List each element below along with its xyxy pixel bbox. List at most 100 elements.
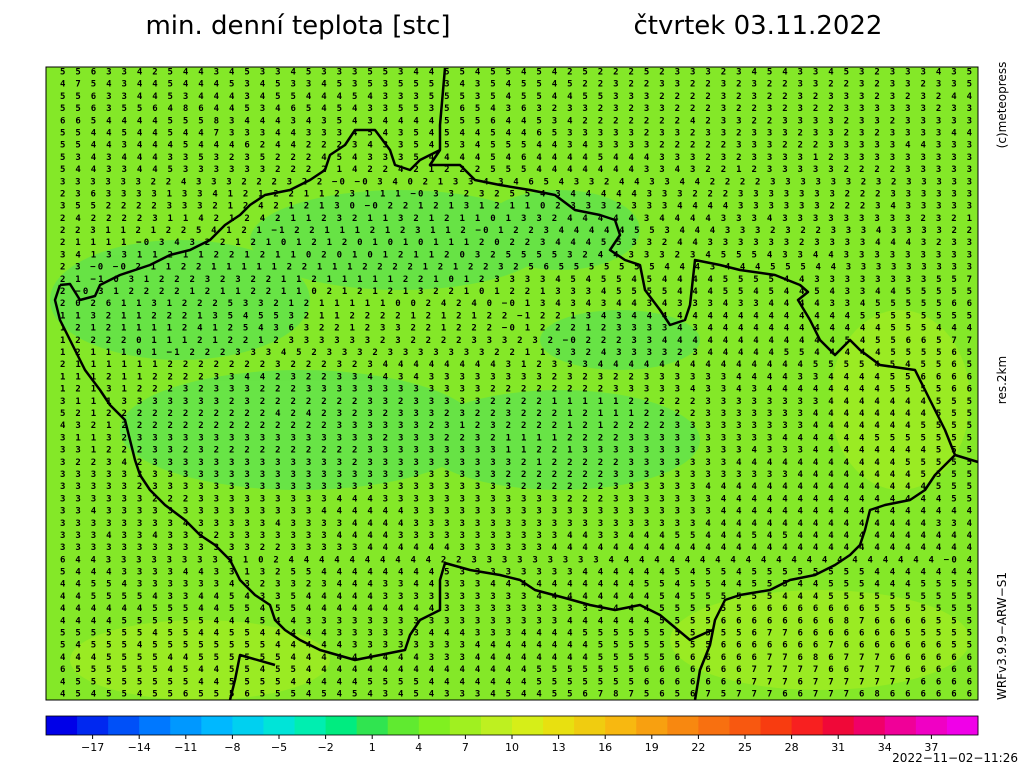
colorbar-tick-label: −11 [174, 741, 197, 754]
colorbar-tick-label: 19 [645, 741, 659, 754]
grid-row: 5 5 5 5 5 5 4 5 5 4 4 5 5 4 4 4 4 4 3 3 … [60, 629, 972, 639]
grid-row: 4 4 4 4 5 5 5 5 5 5 4 4 4 5 4 4 3 3 3 3 … [60, 616, 972, 626]
colorbar-segment [667, 716, 699, 735]
grid-row: 5 5 4 4 5 4 4 5 4 4 7 3 3 3 4 4 3 3 3 4 … [60, 128, 973, 138]
colorbar-segment [418, 716, 451, 735]
colorbar-segment [449, 716, 482, 735]
colorbar-segment [636, 716, 668, 735]
colorbar-tick-label: −17 [81, 741, 104, 754]
colorbar-tick-label: 13 [552, 741, 566, 754]
model-name: WRFv3.9.9−ARW−S1 [995, 572, 1009, 700]
resolution: res.2km [995, 356, 1009, 404]
colorbar-tick-label: −14 [128, 741, 151, 754]
grid-row: 3 3 3 4 3 3 4 3 3 3 2 3 3 3 3 3 3 3 4 4 … [60, 531, 973, 541]
grid-row: 3 3 1 2 2 2 3 3 2 3 2 2 2 2 2 2 2 2 2 2 … [60, 446, 972, 456]
grid-row: 3 3 3 3 3 3 2 2 2 3 3 3 3 3 3 3 3 3 4 4 … [60, 494, 972, 504]
grid-row: 4 7 5 4 3 4 4 5 4 4 4 5 3 4 5 3 3 4 5 3 … [60, 80, 972, 90]
colorbar-segment [946, 716, 979, 735]
grid-row: 2 3 −0 −0 2 1 1 2 2 1 1 1 1 1 2 2 1 1 1 … [60, 263, 972, 273]
colorbar-segment [884, 716, 917, 735]
grid-row: 5 2 1 2 2 2 2 2 2 2 2 2 2 2 4 2 4 2 3 2 … [60, 409, 972, 419]
grid-row: 2 1 1 1 1 1 1 2 2 2 2 2 2 2 3 2 2 2 3 2 … [60, 360, 972, 370]
grid-row: 6 5 5 5 5 5 5 4 5 4 4 5 5 4 5 5 4 4 4 4 … [60, 665, 972, 675]
border [53, 67, 979, 701]
colorbar-segment [108, 716, 140, 735]
grid-row: 4 5 4 5 5 4 5 5 6 5 5 5 6 5 5 5 4 5 4 5 … [60, 690, 972, 700]
grid-row: 4 5 5 5 5 5 5 5 5 4 4 5 5 5 5 4 4 4 4 4 … [60, 677, 972, 687]
colorbar-segment [387, 716, 420, 735]
colorbar-segment [480, 716, 513, 735]
grid-row: 4 4 5 5 5 5 4 3 3 4 4 5 4 3 3 5 4 4 4 4 … [60, 592, 972, 602]
colorbar-tick-label: 1 [369, 741, 376, 754]
map-title: min. denní teplota [stc] [145, 11, 450, 41]
grid-row: 3 4 1 3 3 1 1 2 1 1 2 2 1 2 1 1 0 2 0 1 … [60, 250, 972, 260]
grid-row: 3 3 4 3 3 3 3 3 3 3 3 3 3 3 3 3 3 4 4 4 … [60, 507, 973, 517]
grid-row: 5 4 4 4 3 3 3 3 4 4 3 3 1 3 2 5 5 4 4 4 … [60, 568, 973, 578]
colorbar-segment [760, 716, 793, 735]
grid-row: 3 3 3 3 3 3 2 2 4 3 3 3 2 2 2 3 2 2 −0 −… [60, 177, 972, 187]
grid-row: 5 5 6 3 3 4 2 5 4 4 3 4 5 3 3 4 5 3 3 3 … [60, 68, 972, 78]
colorbar-tick-label: −8 [224, 741, 240, 754]
grid-row: 3 3 3 3 3 2 3 3 3 3 3 3 3 3 3 3 3 3 3 3 … [60, 482, 972, 492]
colorbar-segment [201, 716, 233, 735]
colorbar-tick-label: 31 [831, 741, 845, 754]
colorbar-tick-label: 34 [878, 741, 892, 754]
grid-row: 5 5 6 3 3 4 4 5 3 4 4 4 3 4 5 5 4 4 4 5 … [60, 92, 973, 102]
colorbar: −17 −14 −11 −8 −5 −2 1 4 7 10 13 16 19 22 25 28 31 34 37 [45, 715, 979, 754]
cold-areas [50, 190, 700, 490]
grid-row: 5 5 4 4 3 4 4 4 5 4 4 4 6 2 4 4 2 2 2 3 … [60, 141, 972, 151]
colorbar-segment [77, 716, 109, 735]
map: 5 5 6 3 3 4 2 5 4 4 3 4 5 3 3 4 5 3 3 3 … [45, 66, 979, 701]
grid-row: 3 3 3 3 3 3 3 3 3 3 3 3 3 2 2 3 3 3 3 3 … [60, 543, 973, 553]
grid-row: 2 4 2 2 2 2 3 1 1 4 2 1 2 4 2 1 1 2 3 2 … [60, 214, 972, 224]
timestamp: 2022−11−02−11:26 [892, 751, 1018, 765]
grid-row: 4 3 2 1 2 2 2 2 2 2 2 2 2 2 2 2 2 2 3 3 … [60, 421, 972, 431]
colorbar-tick-label: 4 [415, 741, 422, 754]
colorbar-segment [512, 716, 544, 735]
grid-row: 3 1 1 1 3 3 3 3 3 3 3 2 3 2 2 2 2 2 2 2 … [60, 397, 972, 407]
colorbar-segment [325, 716, 358, 735]
grid-row: 5 4 5 5 5 4 5 5 5 5 5 5 5 5 4 4 4 4 4 3 … [60, 641, 972, 651]
colorbar-segment [729, 716, 762, 735]
colorbar-segment [543, 716, 575, 735]
colorbar-segment [915, 716, 948, 735]
grid-row: 4 4 4 4 4 4 5 5 5 4 4 5 5 4 5 5 4 4 4 4 … [60, 604, 972, 614]
colorbar-segment [139, 716, 171, 735]
colorbar-tick-label: 16 [598, 741, 612, 754]
grid-row: 1 1 1 2 1 1 2 2 2 2 3 3 4 4 2 3 2 2 3 3 … [60, 372, 972, 382]
colorbar-tick-label: 10 [505, 741, 519, 754]
copyright: (c)meteopress [995, 62, 1009, 149]
grid-row: 3 3 3 3 3 3 3 3 3 3 3 3 3 3 3 3 3 3 3 3 … [60, 470, 972, 480]
colorbar-segment [46, 716, 78, 735]
colorbar-tick-label: −2 [317, 741, 333, 754]
grid-row: 6 4 4 3 3 3 3 3 3 3 3 3 1 0 2 4 4 4 4 4 … [60, 555, 973, 565]
colorbar-tick-label: −5 [271, 741, 287, 754]
colorbar-segment [356, 716, 389, 735]
colorbar-tick-label: 22 [691, 741, 705, 754]
colorbar-segment [853, 716, 886, 735]
grid-row: 1 2 1 2 1 1 1 1 2 4 1 2 5 4 3 6 3 2 2 1 … [60, 324, 973, 334]
colorbar-segment [232, 716, 264, 735]
grid-row: 2 2 3 1 1 2 1 2 2 5 4 1 2 1 −1 2 2 1 1 1… [60, 226, 972, 236]
colorbar-tick-label: 28 [785, 741, 799, 754]
grid-row: 3 1 1 3 2 3 3 3 3 3 3 3 3 3 3 3 3 3 3 3 … [60, 433, 972, 443]
grid-row: 5 4 4 3 3 4 4 5 3 3 3 3 3 3 2 2 2 2 1 4 … [60, 165, 972, 175]
grid-row: 5 5 6 3 5 5 6 4 8 6 4 4 5 3 4 6 5 4 5 4 … [60, 104, 972, 114]
colorbar-segment [822, 716, 855, 735]
grid-row: 6 6 5 4 4 4 4 5 5 5 8 3 4 4 4 3 4 3 5 4 … [60, 116, 972, 126]
colorbar-segment [791, 716, 824, 735]
grid-row: 1 2 1 3 1 2 2 2 3 2 3 3 3 2 2 2 3 3 3 3 … [60, 385, 972, 395]
colorbar-segment [294, 716, 327, 735]
grid-row: 3 3 3 3 3 3 3 3 4 3 3 3 3 3 4 3 3 3 3 4 … [60, 519, 973, 529]
colorbar-segment [574, 716, 606, 735]
grid-row: 5 3 4 3 4 4 4 3 3 5 3 2 3 5 2 2 2 4 5 4 … [60, 153, 972, 163]
forecast-date: čtvrtek 03.11.2022 [634, 11, 883, 41]
map-frame [45, 66, 979, 701]
colorbar-segment [605, 716, 637, 735]
colorbar-tick-label: 37 [924, 741, 938, 754]
colorbar-tick-label: 25 [738, 741, 752, 754]
grid-row: 4 4 5 5 4 3 3 3 3 3 3 4 3 2 3 3 2 3 4 4 … [60, 580, 972, 590]
grid-row: 4 4 4 5 5 5 5 4 4 5 5 5 5 5 5 4 4 4 4 4 … [60, 653, 972, 663]
grid-row: 3 2 2 3 4 2 3 3 3 3 3 3 3 3 3 3 3 3 3 2 … [60, 458, 972, 468]
